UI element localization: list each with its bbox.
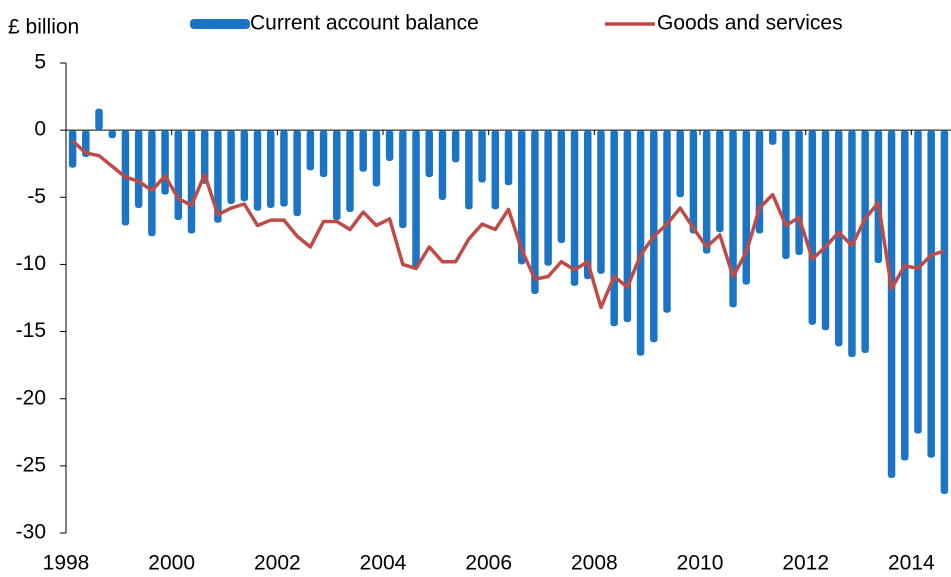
y-tick-label: -10 [16,252,46,275]
bar [610,130,618,327]
x-tick-label: 2008 [571,552,618,575]
bar [834,130,843,347]
bar [385,130,394,162]
bar [597,130,605,274]
y-tick-label: -15 [16,319,46,342]
bar [768,130,777,145]
bar [940,130,949,495]
bar [399,130,407,229]
bar [161,130,169,195]
bar [68,130,77,168]
bar [689,130,698,234]
bar [887,130,896,478]
bar [200,130,209,184]
bar [108,130,116,139]
bar [372,130,381,187]
y-tick-label: -20 [16,386,46,409]
bar [293,130,301,217]
bar [478,130,486,183]
bar [134,130,143,209]
bar [187,130,196,234]
bar [95,108,103,131]
bar [306,130,315,171]
y-tick-label: -30 [16,521,46,544]
bar [676,130,684,198]
bar [570,130,579,286]
bar [782,130,790,260]
bar [861,130,869,354]
bar [874,130,883,264]
bar [808,130,817,325]
bar [412,130,420,269]
legend-label: Current account balance [250,12,479,35]
bar [266,130,275,209]
bar [795,130,803,256]
x-tick-label: 2004 [360,552,407,575]
bar [504,130,513,186]
legend-swatch [190,19,250,29]
bar [636,130,645,356]
y-tick-label: -5 [27,185,46,208]
bar [531,130,539,294]
bar [359,130,367,172]
bar [901,130,909,461]
bar [465,130,473,210]
axis-title: £ billion [8,16,79,39]
bar [214,130,222,223]
bar [517,130,526,265]
x-tick-label: 2006 [465,552,512,575]
line [71,139,945,310]
x-tick-label: 2014 [888,552,935,575]
y-tick-label: 0 [34,118,46,141]
bar [425,130,433,178]
bar [148,130,156,237]
bar [319,130,328,178]
bar [557,130,566,243]
bar [346,130,354,213]
bar [742,130,751,285]
bar [240,130,249,202]
bar [914,130,922,434]
x-tick-label: 1998 [43,552,90,575]
bar [702,130,711,254]
bar [333,130,341,221]
legend-label: Goods and services [657,12,843,35]
x-tick-label: 2010 [677,552,724,575]
bar [280,130,288,207]
bar [584,130,592,280]
y-tick-label: -25 [16,453,46,476]
bar [174,130,183,221]
bar [927,130,935,458]
bar [821,130,830,331]
y-tick-label: 5 [34,51,46,74]
bar [729,130,737,308]
bar [716,130,724,233]
bar [253,130,262,211]
x-tick-label: 2012 [782,552,829,575]
bar [544,130,552,266]
bar [227,130,235,204]
bar [451,130,460,163]
bar [491,130,500,210]
x-tick-label: 2002 [254,552,301,575]
bar [623,130,632,323]
bar [438,130,447,200]
x-tick-label: 2000 [148,552,195,575]
